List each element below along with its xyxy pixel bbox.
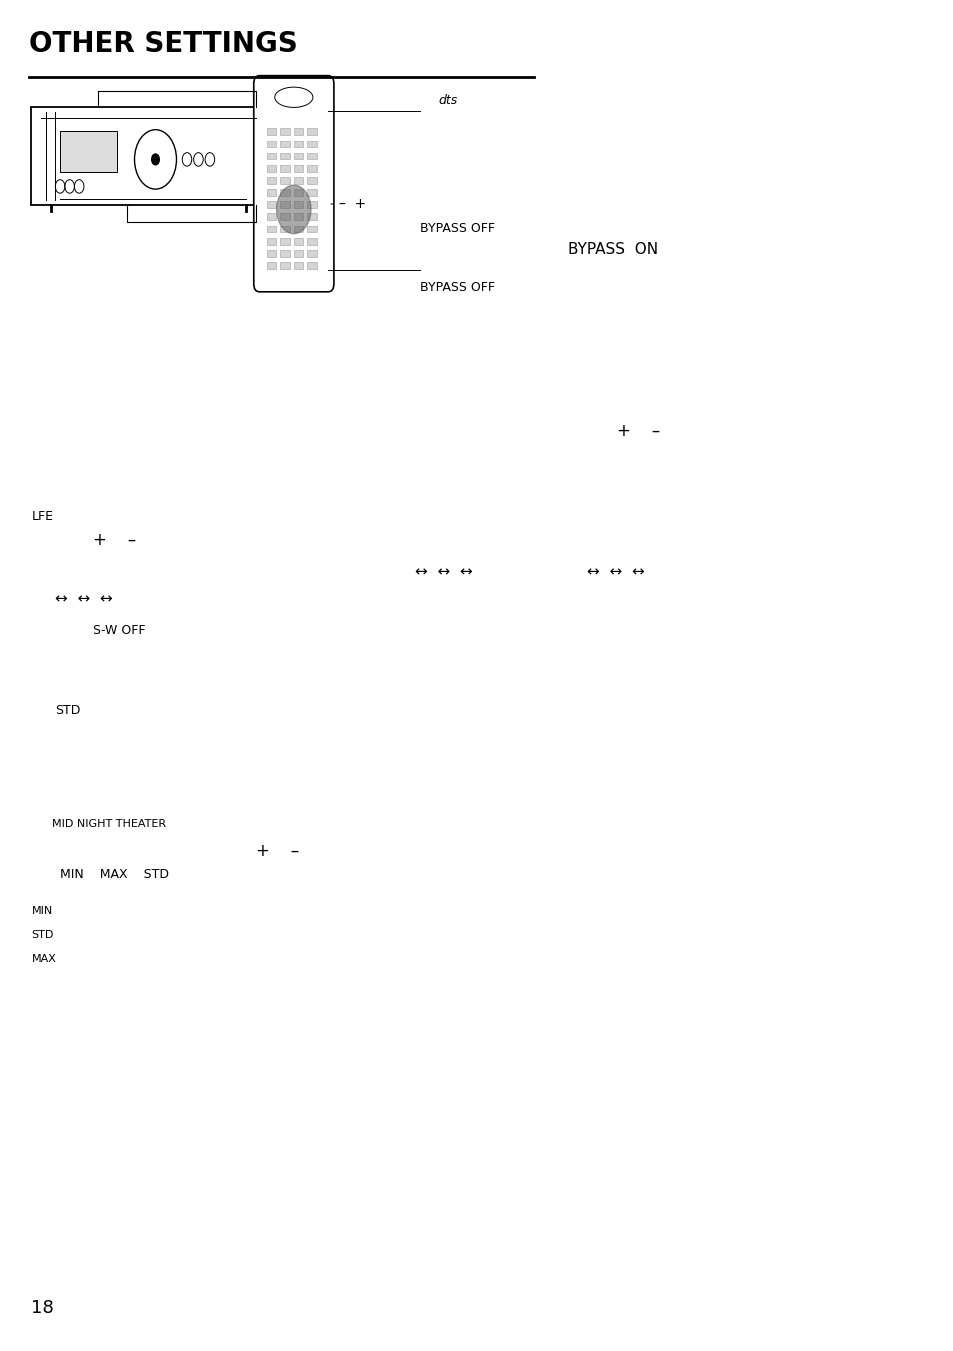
Bar bbox=[307, 250, 316, 257]
Bar bbox=[294, 226, 303, 232]
Text: –  +: – + bbox=[338, 197, 366, 211]
Bar bbox=[280, 201, 290, 208]
Text: BYPASS  ON: BYPASS ON bbox=[567, 242, 657, 258]
Text: MIN    MAX    STD: MIN MAX STD bbox=[60, 867, 169, 881]
Bar bbox=[267, 189, 276, 196]
Text: STD: STD bbox=[31, 929, 53, 940]
Bar bbox=[307, 213, 316, 220]
Bar bbox=[267, 177, 276, 184]
Bar bbox=[307, 226, 316, 232]
Bar bbox=[267, 128, 276, 135]
Bar bbox=[307, 153, 316, 159]
Text: ↔  ↔  ↔: ↔ ↔ ↔ bbox=[55, 590, 113, 607]
Bar bbox=[60, 131, 117, 172]
Bar bbox=[294, 250, 303, 257]
Bar bbox=[307, 165, 316, 172]
Bar bbox=[267, 250, 276, 257]
Bar bbox=[280, 141, 290, 147]
Text: MID NIGHT THEATER: MID NIGHT THEATER bbox=[52, 819, 167, 830]
Bar bbox=[294, 141, 303, 147]
Bar bbox=[307, 177, 316, 184]
Bar bbox=[280, 226, 290, 232]
Bar bbox=[294, 201, 303, 208]
Text: ↔  ↔  ↔: ↔ ↔ ↔ bbox=[586, 563, 644, 580]
Bar bbox=[280, 213, 290, 220]
FancyBboxPatch shape bbox=[31, 107, 265, 205]
Bar bbox=[307, 141, 316, 147]
Bar bbox=[280, 250, 290, 257]
FancyBboxPatch shape bbox=[253, 76, 334, 292]
Bar bbox=[294, 189, 303, 196]
Text: LFE: LFE bbox=[31, 509, 53, 523]
Text: +    –: + – bbox=[255, 842, 298, 861]
Bar bbox=[267, 226, 276, 232]
Bar bbox=[267, 201, 276, 208]
Ellipse shape bbox=[274, 86, 313, 107]
Bar bbox=[267, 141, 276, 147]
Bar bbox=[307, 201, 316, 208]
Bar bbox=[267, 238, 276, 245]
Bar bbox=[280, 165, 290, 172]
Bar bbox=[280, 189, 290, 196]
Bar bbox=[280, 128, 290, 135]
Text: STD: STD bbox=[55, 704, 81, 717]
Bar bbox=[267, 153, 276, 159]
Bar bbox=[307, 189, 316, 196]
Bar bbox=[294, 165, 303, 172]
Bar bbox=[307, 128, 316, 135]
Circle shape bbox=[276, 185, 311, 234]
Bar bbox=[294, 213, 303, 220]
Text: ↔  ↔  ↔: ↔ ↔ ↔ bbox=[415, 563, 473, 580]
Text: BYPASS OFF: BYPASS OFF bbox=[419, 222, 495, 235]
Bar bbox=[280, 262, 290, 269]
Bar bbox=[307, 262, 316, 269]
Text: MAX: MAX bbox=[31, 954, 56, 965]
Bar bbox=[294, 262, 303, 269]
Text: dts: dts bbox=[438, 93, 457, 107]
Bar bbox=[294, 177, 303, 184]
Bar bbox=[267, 262, 276, 269]
Text: OTHER SETTINGS: OTHER SETTINGS bbox=[29, 30, 297, 58]
Text: +    –: + – bbox=[93, 531, 136, 550]
Text: +    –: + – bbox=[617, 422, 659, 440]
Bar bbox=[267, 213, 276, 220]
Text: BYPASS OFF: BYPASS OFF bbox=[419, 281, 495, 295]
Bar bbox=[280, 177, 290, 184]
Bar bbox=[307, 238, 316, 245]
Bar bbox=[267, 165, 276, 172]
Text: MIN: MIN bbox=[31, 905, 52, 916]
Bar bbox=[280, 153, 290, 159]
Circle shape bbox=[152, 154, 159, 165]
Bar bbox=[294, 238, 303, 245]
Bar bbox=[294, 128, 303, 135]
Bar bbox=[280, 238, 290, 245]
Bar bbox=[294, 153, 303, 159]
Text: 18: 18 bbox=[31, 1298, 54, 1317]
Text: S-W OFF: S-W OFF bbox=[93, 624, 146, 638]
